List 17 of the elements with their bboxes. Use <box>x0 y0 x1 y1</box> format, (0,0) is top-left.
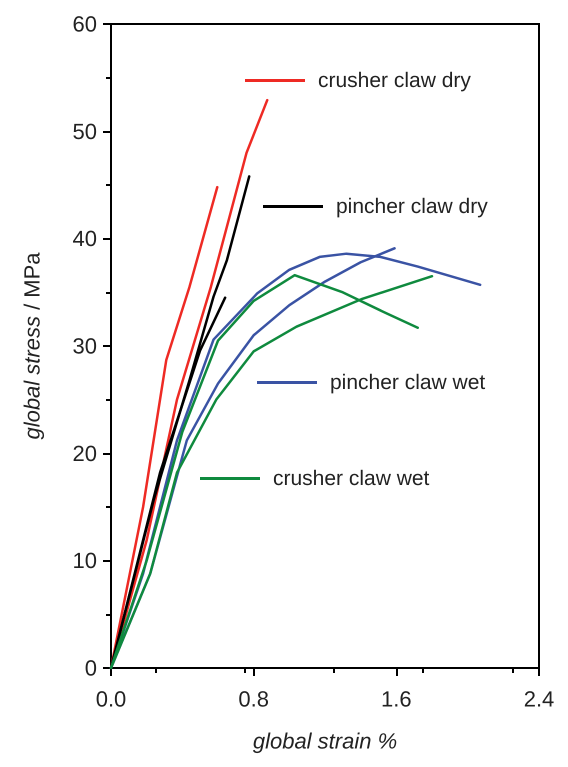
y-tick-label: 30 <box>72 334 97 358</box>
y-tick-label: 0 <box>84 656 97 680</box>
y-tick-label: 10 <box>72 548 97 574</box>
legend-label: pincher claw wet <box>330 371 486 394</box>
x-tick-label: 2.4 <box>524 686 554 712</box>
y-tick-label: 50 <box>72 118 97 144</box>
x-axis-title: global strain % <box>252 728 398 754</box>
x-tick-label: 0.8 <box>238 686 269 712</box>
legend-label: crusher claw wet <box>273 467 430 490</box>
x-tick-label: 1.6 <box>381 686 412 712</box>
y-axis-title: global stress / MPa <box>20 252 44 440</box>
y-tick-label: 60 <box>72 12 97 36</box>
x-tick-label: 0.0 <box>96 686 126 712</box>
y-tick-label: 20 <box>72 440 97 466</box>
legend-label: pincher claw dry <box>336 195 488 218</box>
y-tick-label: 40 <box>72 226 97 252</box>
legend-label: crusher claw dry <box>318 69 472 92</box>
